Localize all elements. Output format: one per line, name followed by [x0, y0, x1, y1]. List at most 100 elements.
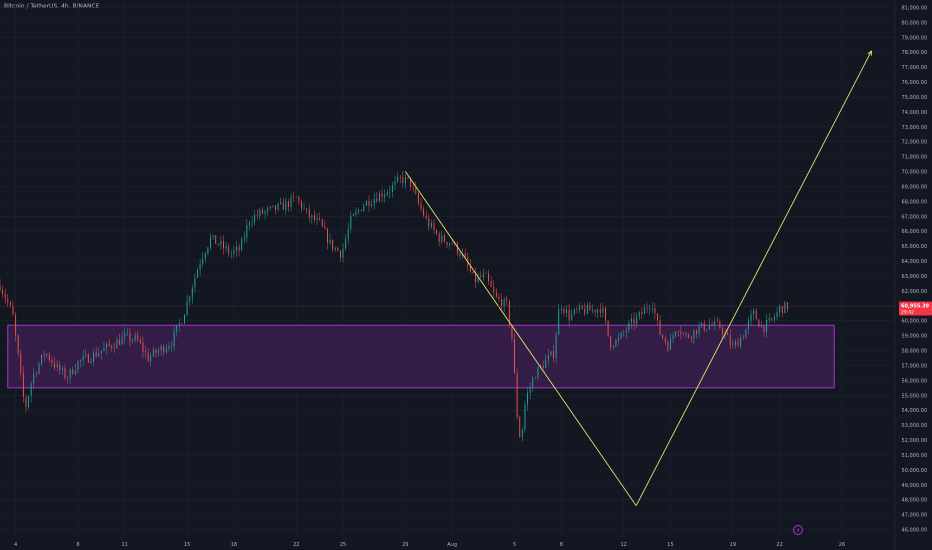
- candle-body: [719, 321, 721, 328]
- candle-body: [326, 229, 328, 244]
- candle-body: [592, 309, 593, 311]
- candle-body: [482, 273, 484, 278]
- candle-body: [532, 378, 534, 388]
- y-tick-label: 62,000.00: [902, 289, 927, 295]
- candle-body: [4, 293, 6, 299]
- candle-body: [106, 343, 108, 348]
- candle-body: [633, 318, 635, 324]
- candle-body: [456, 242, 458, 254]
- candle-body: [381, 193, 383, 198]
- candle-body: [399, 177, 401, 178]
- candle-body: [771, 318, 773, 320]
- candle-body: [48, 354, 50, 360]
- candle-body: [620, 332, 622, 338]
- candle-body: [51, 359, 53, 364]
- time-axis[interactable]: 4 8 11 15 18 22 25 29 Aug 5 8 12 15 19 22 26: [14, 542, 845, 548]
- y-tick-label: 54,000.00: [902, 408, 927, 414]
- flash-icon-wrap[interactable]: [793, 525, 803, 535]
- candle-body: [443, 235, 445, 242]
- x-tick-label: 22: [293, 542, 299, 548]
- candle-body: [324, 226, 326, 230]
- candle-body: [264, 211, 266, 214]
- candle-body: [745, 329, 747, 339]
- y-tick-label: 79,000.00: [902, 35, 927, 41]
- candle-body: [371, 204, 373, 207]
- candle-body: [74, 370, 76, 374]
- candle-body: [480, 276, 482, 278]
- candle-body: [139, 339, 141, 343]
- candle-body: [111, 345, 113, 348]
- candle-body: [566, 309, 567, 314]
- candle-body: [693, 329, 695, 339]
- candle-body: [742, 337, 744, 339]
- candle-body: [173, 331, 175, 347]
- candle-body: [30, 383, 32, 396]
- candle-body: [9, 302, 11, 306]
- candle-body: [714, 321, 716, 326]
- candle-body: [763, 325, 765, 333]
- candle-body: [100, 350, 102, 354]
- candle-body: [529, 387, 531, 393]
- candle-body: [734, 341, 736, 346]
- candle-body: [43, 354, 45, 356]
- flash-bolt-icon: [796, 527, 800, 533]
- y-tick-label: 48,000.00: [902, 498, 927, 504]
- flash-icon[interactable]: [793, 525, 803, 535]
- candle-body: [290, 196, 292, 207]
- candle-body: [586, 305, 588, 314]
- candle-body: [680, 331, 682, 334]
- candle-body: [134, 335, 136, 341]
- candle-body: [599, 309, 601, 313]
- chart-title: Bitcoin / TetherUS, 4h, BINANCE: [4, 3, 100, 10]
- candle-body: [376, 198, 378, 202]
- candle-body: [407, 177, 409, 178]
- candle-body: [581, 305, 583, 309]
- candle-body: [61, 368, 63, 371]
- candle-body: [298, 197, 300, 201]
- candle-body: [672, 335, 674, 339]
- candle-body: [274, 205, 276, 210]
- candle-body: [319, 218, 321, 220]
- price-axis[interactable]: 46,000.00 47,000.00 48,000.00 49,000.00 50,0…: [902, 5, 927, 533]
- candle-body: [233, 250, 235, 254]
- candle-body: [573, 309, 575, 314]
- candle-body: [657, 313, 658, 320]
- candle-body: [784, 302, 786, 314]
- candle-body: [350, 215, 352, 229]
- candle-body: [119, 339, 121, 345]
- candle-body: [80, 360, 82, 362]
- candle-body: [56, 364, 58, 368]
- candle-body: [579, 305, 580, 310]
- candle-body: [589, 305, 591, 311]
- candle-body: [272, 205, 274, 207]
- candle-body: [391, 185, 393, 193]
- candle-body: [152, 349, 154, 357]
- candle-body: [378, 193, 380, 202]
- candle-body: [560, 309, 562, 310]
- projection-arrow-icon: [867, 50, 873, 56]
- support-zone[interactable]: [7, 324, 835, 389]
- candle-body: [644, 308, 645, 315]
- x-tick-label: 19: [730, 542, 736, 548]
- candle-body: [737, 341, 739, 347]
- candle-body: [238, 246, 240, 251]
- candle-body: [597, 309, 599, 313]
- candle-body: [313, 215, 315, 221]
- candle-body: [345, 238, 347, 249]
- candle-body: [347, 228, 349, 239]
- candle-body: [352, 214, 354, 216]
- candle-body: [220, 241, 222, 245]
- candle-body: [779, 306, 781, 312]
- candle-body: [706, 329, 708, 331]
- candle-body: [638, 312, 640, 317]
- candle-body: [623, 332, 625, 334]
- candle-body: [428, 217, 430, 227]
- candle-body: [267, 207, 269, 212]
- projection-path[interactable]: [405, 50, 873, 506]
- candle-body: [126, 332, 128, 334]
- candle-body: [129, 332, 131, 341]
- x-tick-label: 29: [402, 542, 408, 548]
- candle-body: [625, 330, 627, 333]
- y-tick-label: 51,000.00: [902, 453, 927, 459]
